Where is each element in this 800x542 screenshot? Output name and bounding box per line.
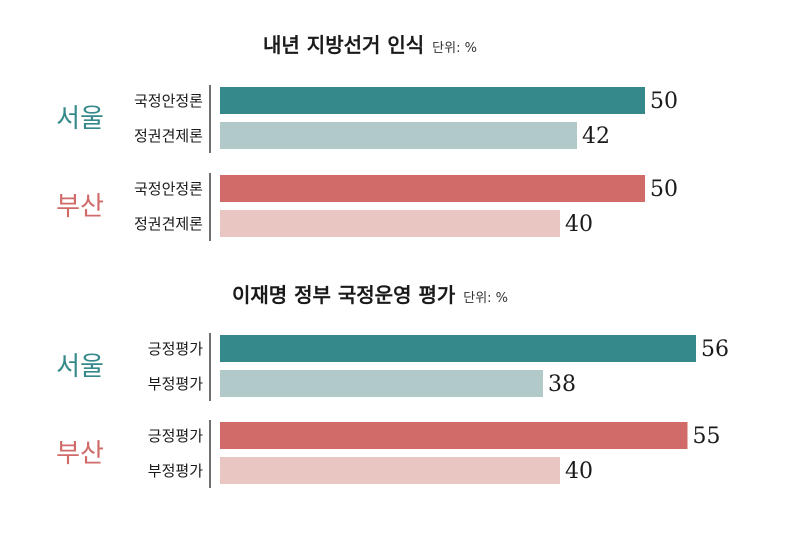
region-label: 서울	[56, 104, 104, 134]
bar-category-label: 부정평가	[148, 375, 203, 393]
unit-note: 단위: %	[432, 41, 477, 56]
bar-category-label: 긍정평가	[148, 340, 203, 358]
bar-category-label: 긍정평가	[148, 427, 203, 445]
chart-title: 내년 지방선거 인식	[263, 33, 424, 57]
bar-value-label: 40	[565, 212, 593, 237]
bar-category-label: 부정평가	[148, 462, 203, 480]
bar-value-label: 42	[582, 124, 610, 149]
bar	[220, 175, 645, 202]
bar-value-label: 38	[548, 372, 576, 397]
bar	[220, 457, 560, 484]
bar	[220, 335, 696, 362]
unit-note: 단위: %	[463, 291, 508, 306]
bar-value-label: 55	[693, 424, 721, 449]
bar	[220, 122, 577, 149]
bar	[220, 210, 560, 237]
chart-title: 이재명 정부 국정운영 평가	[232, 283, 456, 307]
bar-category-label: 국정안정론	[134, 180, 203, 198]
bar-value-label: 56	[701, 337, 729, 362]
bar-value-label: 50	[650, 89, 678, 114]
bar	[220, 422, 688, 449]
region-label: 부산	[56, 439, 104, 469]
bar-category-label: 정권견제론	[134, 127, 203, 145]
bar	[220, 370, 543, 397]
bar-category-label: 정권견제론	[134, 215, 203, 233]
bar-category-label: 국정안정론	[134, 92, 203, 110]
region-label: 부산	[56, 192, 104, 222]
bar	[220, 87, 645, 114]
bar-value-label: 50	[650, 177, 678, 202]
bar-value-label: 40	[565, 459, 593, 484]
region-label: 서울	[56, 352, 104, 382]
